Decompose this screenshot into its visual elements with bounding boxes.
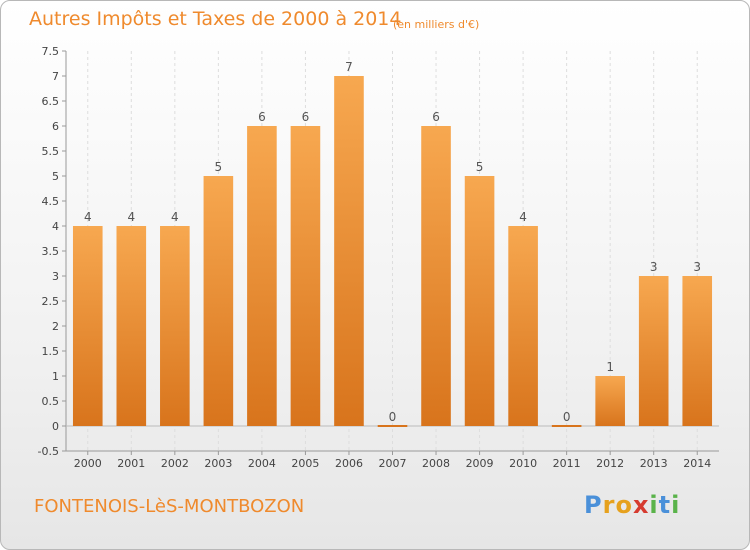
data-label: 5 bbox=[476, 160, 484, 174]
commune-name: FONTENOIS-LèS-MONTBOZON bbox=[34, 496, 305, 517]
x-tick-label: 2008 bbox=[422, 457, 450, 470]
x-tick-label: 2004 bbox=[248, 457, 276, 470]
y-tick-label: 7 bbox=[52, 70, 59, 83]
y-tick-label: 6 bbox=[52, 120, 59, 133]
bar bbox=[551, 425, 582, 427]
chart-title: Autres Impôts et Taxes de 2000 à 2014 bbox=[29, 8, 402, 30]
y-tick-label: 0 bbox=[52, 420, 59, 433]
y-tick-label: 5.5 bbox=[42, 145, 60, 158]
bar bbox=[638, 276, 669, 426]
chart-subtitle: (en milliers d'€) bbox=[393, 18, 480, 31]
y-tick-label: 4 bbox=[52, 220, 59, 233]
x-tick-label: 2014 bbox=[683, 457, 711, 470]
data-label: 0 bbox=[389, 410, 397, 424]
x-tick-label: 2013 bbox=[640, 457, 668, 470]
x-tick-label: 2012 bbox=[596, 457, 624, 470]
logo-letter: P bbox=[584, 491, 603, 519]
x-tick-label: 2002 bbox=[161, 457, 189, 470]
data-label: 4 bbox=[171, 210, 179, 224]
y-tick-label: 2.5 bbox=[42, 295, 60, 308]
x-tick-label: 2001 bbox=[117, 457, 145, 470]
data-label: 1 bbox=[606, 360, 614, 374]
bar bbox=[116, 226, 147, 426]
y-tick-label: 1.5 bbox=[42, 345, 60, 358]
bar bbox=[290, 126, 321, 426]
x-tick-label: 2010 bbox=[509, 457, 537, 470]
data-label: 3 bbox=[693, 260, 701, 274]
x-tick-label: 2011 bbox=[553, 457, 581, 470]
y-tick-label: 7.5 bbox=[42, 45, 60, 58]
data-label: 6 bbox=[432, 110, 440, 124]
bar bbox=[464, 176, 495, 426]
x-tick-label: 2009 bbox=[466, 457, 494, 470]
bar bbox=[508, 226, 538, 426]
logo-letter: o bbox=[615, 491, 633, 519]
x-tick-label: 2007 bbox=[379, 457, 407, 470]
bar bbox=[421, 126, 451, 426]
logo-letter: i bbox=[649, 491, 659, 519]
bar bbox=[377, 425, 408, 427]
data-label: 4 bbox=[127, 210, 135, 224]
x-tick-label: 2005 bbox=[291, 457, 319, 470]
y-tick-label: 1 bbox=[52, 370, 59, 383]
proxiti-logo[interactable]: Proxiti bbox=[584, 491, 680, 519]
bar bbox=[160, 226, 190, 426]
bar bbox=[203, 176, 234, 426]
y-tick-label: -0.5 bbox=[38, 445, 59, 458]
data-label: 6 bbox=[302, 110, 310, 124]
data-label: 5 bbox=[215, 160, 223, 174]
logo-letter: x bbox=[632, 491, 650, 519]
x-tick-label: 2006 bbox=[335, 457, 363, 470]
x-tick-label: 2000 bbox=[74, 457, 102, 470]
data-label: 6 bbox=[258, 110, 266, 124]
bar bbox=[682, 276, 713, 426]
logo-letter: t bbox=[658, 491, 672, 519]
y-tick-label: 3 bbox=[52, 270, 59, 283]
logo-letter: r bbox=[602, 491, 616, 519]
logo-letter: i bbox=[671, 491, 681, 519]
bar bbox=[72, 226, 103, 426]
y-tick-label: 5 bbox=[52, 170, 59, 183]
y-tick-label: 0.5 bbox=[42, 395, 60, 408]
x-tick-label: 2003 bbox=[204, 457, 232, 470]
data-label: 4 bbox=[519, 210, 527, 224]
bar bbox=[595, 376, 625, 426]
y-tick-label: 2 bbox=[52, 320, 59, 333]
data-label: 0 bbox=[563, 410, 571, 424]
data-label: 7 bbox=[345, 60, 353, 74]
data-label: 3 bbox=[650, 260, 658, 274]
y-tick-label: 3.5 bbox=[42, 245, 60, 258]
bar bbox=[247, 126, 277, 426]
y-tick-label: 4.5 bbox=[42, 195, 60, 208]
y-tick-label: 6.5 bbox=[42, 95, 60, 108]
data-label: 4 bbox=[84, 210, 92, 224]
bar bbox=[334, 76, 364, 426]
